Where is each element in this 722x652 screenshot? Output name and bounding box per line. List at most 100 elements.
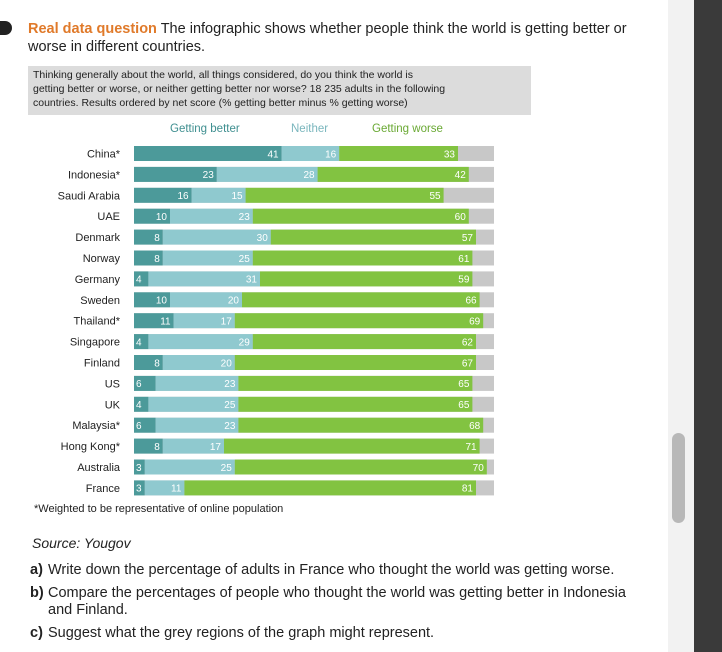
bar-neither [162,355,235,370]
bar-worse [224,438,480,454]
data-label-neither: 23 [239,212,251,223]
data-label-better: 6 [136,379,142,390]
question-b-text: Compare the percentages of people who th… [48,585,626,601]
survey-line3: countries. Results ordered by net score … [33,97,408,109]
data-label-worse: 66 [465,296,477,307]
survey-line1: Thinking generally about the world, all … [33,69,413,81]
data-label-better: 41 [267,149,279,160]
question-intro-line2: worse in different countries. [28,39,206,55]
data-label-neither: 28 [303,170,315,181]
bar-neither [162,438,224,454]
data-label-better: 4 [136,275,142,286]
bar-worse [234,459,487,475]
survey-box: Thinking generally about the world, all … [28,66,531,115]
category-label: US [105,378,120,390]
question-b: b) Compare the percentages of people who … [30,585,626,602]
bar-worse [234,313,484,329]
bar-worse [252,208,469,224]
bar-better [134,208,170,224]
data-label-better: 10 [156,212,168,223]
bar-neither [170,208,253,224]
data-label-neither: 20 [228,296,240,307]
bar-better [134,459,145,475]
data-label-worse: 71 [465,442,477,453]
data-label-worse: 60 [455,212,467,223]
bar-neither [173,313,235,329]
category-label: Indonesia* [68,169,121,181]
bar-better [134,396,149,412]
data-label-neither: 16 [325,149,337,160]
question-a: a) Write down the percentage of adults in… [30,562,614,579]
bar-worse [270,229,476,245]
bar-neither [155,417,239,433]
bar-neither [191,187,246,203]
category-label: Germany [75,274,121,286]
bar-better [134,334,149,350]
bar-neither [144,459,235,475]
data-label-neither: 30 [257,233,269,244]
data-label-worse: 55 [429,191,441,202]
category-label: Thailand* [74,316,121,328]
bar-better [134,313,174,329]
data-label-neither: 11 [171,484,182,495]
bar-better [134,271,149,287]
bar-better [134,480,145,496]
data-label-better: 4 [136,337,142,348]
bar-worse [339,146,458,161]
bar-worse [238,396,473,412]
bar-better [134,166,217,182]
data-label-better: 16 [177,191,189,202]
bar-neither [162,250,253,266]
question-b-text2: and Finland. [48,602,128,618]
data-label-better: 3 [136,484,142,495]
data-label-neither: 23 [224,379,236,390]
data-label-worse: 57 [462,233,474,244]
data-label-neither: 25 [221,463,233,474]
category-label: UK [105,399,121,411]
scrollbar-track[interactable] [668,0,694,652]
data-label-worse: 33 [444,149,456,160]
bar-neither [170,292,242,308]
question-intro-line1: The infographic shows whether people thi… [160,21,627,37]
data-label-better: 6 [136,421,142,432]
bar-worse [317,166,469,182]
bar-neither [281,146,340,161]
scrollbar-thumb[interactable] [672,433,685,523]
category-label: Sweden [80,295,120,307]
data-label-neither: 15 [231,191,243,202]
bar-worse [260,271,473,287]
data-label-worse: 42 [455,170,467,181]
data-label-worse: 62 [462,337,474,348]
bar-better [134,229,163,245]
data-label-better: 3 [136,463,142,474]
bar-better [134,417,156,433]
question-intro: Real data question The infographic shows… [28,21,678,38]
category-label: Finland [84,358,120,370]
legend-neither: Neither [291,123,329,135]
category-label: France [86,483,120,495]
data-label-better: 11 [160,317,171,328]
bar-better [134,292,170,308]
data-label-better: 23 [203,170,215,181]
footnote: *Weighted to be representative of online… [34,503,284,515]
legend-worse: Getting worse [372,123,443,135]
bar-worse [238,375,473,391]
data-label-neither: 31 [246,275,258,286]
data-label-better: 8 [154,254,160,265]
bar-neither [162,229,271,245]
bar-neither [155,375,239,391]
bar-better [134,355,163,370]
bar-worse [245,187,444,203]
question-marker [0,21,12,35]
category-label: Malaysia* [72,420,120,432]
category-label: Hong Kong* [61,441,121,453]
question-a-text: Write down the percentage of adults in F… [48,562,615,578]
bar-worse [242,292,480,308]
data-label-better: 8 [154,442,160,453]
bar-better [134,146,282,161]
bar-better [134,438,163,454]
bar-better [134,187,192,203]
bar-better [134,375,156,391]
data-label-neither: 29 [239,337,251,348]
